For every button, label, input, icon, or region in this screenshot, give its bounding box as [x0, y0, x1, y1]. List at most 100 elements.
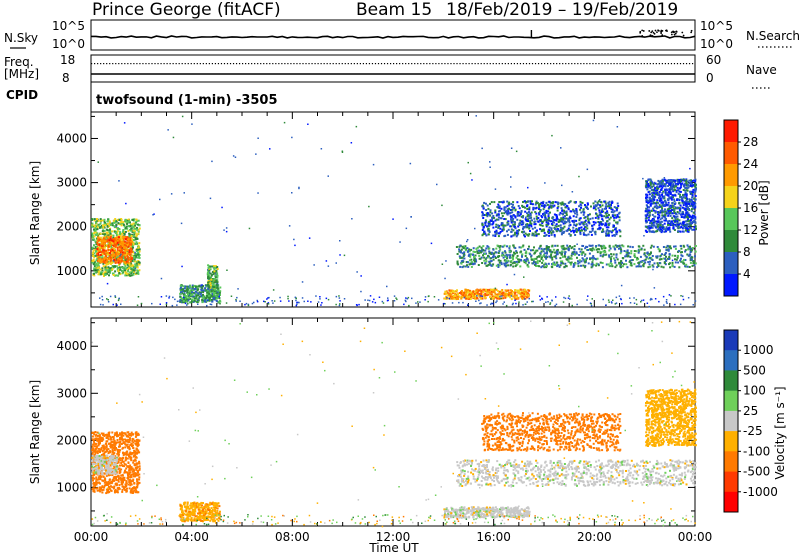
data-cell — [197, 285, 200, 288]
data-cell — [511, 293, 514, 296]
data-cell — [533, 260, 536, 263]
data-cell — [181, 265, 183, 268]
data-cell — [591, 258, 594, 261]
data-cell — [221, 206, 223, 209]
data-cell — [562, 262, 565, 265]
data-cell — [572, 215, 575, 218]
data-cell — [563, 225, 566, 228]
data-cell — [564, 215, 566, 218]
data-cell — [136, 237, 139, 240]
data-cell — [105, 223, 108, 226]
data-cell — [564, 251, 567, 254]
data-cell — [189, 297, 191, 300]
data-cell — [526, 223, 529, 226]
data-cell — [135, 253, 138, 256]
data-cell — [589, 217, 592, 220]
data-cell — [684, 250, 687, 253]
data-cell — [123, 246, 125, 249]
data-cell — [500, 261, 503, 264]
data-cell — [655, 255, 658, 258]
data-cell — [659, 255, 662, 258]
data-cell — [507, 289, 510, 292]
data-cell — [693, 264, 696, 267]
data-cell — [124, 227, 127, 229]
data-cell — [668, 227, 671, 230]
data-cell — [662, 246, 665, 248]
data-cell — [492, 254, 495, 257]
data-cell — [544, 212, 546, 215]
data-cell — [186, 288, 189, 291]
data-cell — [529, 217, 532, 220]
data-cell — [472, 290, 475, 293]
data-cell — [493, 201, 496, 204]
data-cell — [132, 272, 135, 274]
data-cell — [130, 241, 132, 244]
data-cell — [308, 237, 311, 239]
data-cell — [559, 224, 562, 227]
data-cell — [339, 254, 341, 256]
data-cell — [114, 218, 117, 220]
data-cell — [455, 298, 458, 301]
data-cell — [495, 229, 498, 232]
data-cell — [472, 247, 475, 250]
data-cell — [126, 256, 129, 259]
data-cell — [519, 265, 522, 268]
data-cell — [134, 266, 137, 269]
data-cell — [207, 264, 210, 267]
data-cell — [109, 263, 112, 265]
data-cell — [106, 237, 109, 240]
data-cell — [497, 290, 500, 293]
data-cell — [456, 253, 459, 255]
data-cell — [96, 264, 99, 267]
data-cell — [568, 232, 571, 235]
data-cell — [618, 219, 621, 222]
data-cell — [111, 224, 114, 227]
data-cell — [625, 263, 628, 266]
data-cell — [124, 257, 127, 260]
data-cell — [545, 224, 548, 226]
data-cell — [501, 254, 504, 257]
data-cell — [487, 207, 490, 210]
data-cell — [556, 248, 559, 251]
data-cell — [468, 289, 471, 292]
data-cell — [461, 245, 464, 248]
data-cell — [671, 259, 674, 262]
data-cell — [527, 261, 530, 264]
data-cell — [692, 211, 695, 214]
data-cell — [523, 259, 526, 261]
data-cell — [112, 238, 115, 241]
data-cell — [537, 220, 540, 223]
data-cell — [115, 230, 118, 233]
data-cell — [613, 234, 616, 237]
data-cell — [541, 224, 544, 227]
data-cell — [658, 185, 661, 188]
data-cell — [211, 300, 214, 303]
data-cell — [653, 231, 656, 234]
data-cell — [186, 287, 189, 290]
data-cell — [449, 293, 452, 296]
data-cell — [633, 253, 636, 256]
data-cell — [95, 254, 98, 257]
data-cell — [579, 230, 582, 232]
data-cell — [609, 247, 612, 250]
data-cell — [127, 238, 130, 241]
data-cell — [601, 230, 604, 233]
data-cell — [211, 265, 214, 268]
data-cell — [360, 290, 362, 293]
data-cell — [627, 245, 630, 248]
data-cell — [104, 232, 107, 235]
data-cell — [670, 220, 673, 223]
data-cell — [560, 262, 563, 265]
data-cell — [583, 216, 586, 219]
data-cell — [189, 301, 191, 304]
data-cell — [570, 254, 573, 257]
data-cell — [134, 224, 137, 227]
data-cell — [666, 212, 669, 215]
data-cell — [494, 209, 497, 212]
data-cell — [669, 266, 672, 269]
data-cell — [504, 251, 507, 254]
data-cell — [461, 252, 464, 255]
data-cell — [129, 267, 132, 269]
data-cell — [626, 266, 629, 269]
data-cell — [530, 222, 533, 225]
